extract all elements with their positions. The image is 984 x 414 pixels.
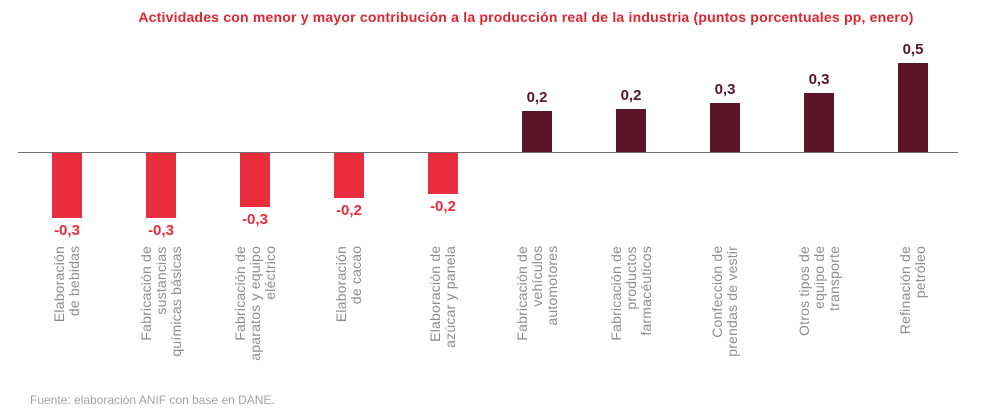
bar-column: 0,2 Fabricación de productos farmacéutico… — [584, 0, 678, 400]
category-label-cell: Confección de prendas de vestir — [678, 246, 772, 394]
x-axis-line — [18, 152, 958, 153]
bar-negative — [240, 153, 270, 207]
value-label: -0,3 — [148, 222, 174, 239]
bar-columns: -0,3 Elaboración de bebidas -0,3 Fabricació… — [20, 0, 960, 400]
value-label: 0,2 — [526, 89, 548, 106]
category-label: Fabricación de aparatos y equipo eléctri… — [231, 246, 278, 361]
category-label: Elaboración de cacao — [333, 246, 364, 323]
value-label: -0,3 — [242, 211, 268, 228]
category-label-cell: Elaboración de cacao — [302, 246, 396, 394]
value-label: -0,2 — [336, 202, 362, 219]
category-label-cell: Elaboración de bebidas — [20, 246, 114, 394]
category-label-cell: Fabricación de productos farmacéuticos — [584, 246, 678, 394]
bar-negative — [428, 153, 458, 194]
bar-column: 0,2 Fabricación de vehículos automotores — [490, 0, 584, 400]
value-label: 0,5 — [902, 41, 924, 58]
value-label: 0,3 — [808, 71, 830, 88]
category-label-cell: Fabricación de aparatos y equipo eléctri… — [208, 246, 302, 394]
bar-column: -0,3 Elaboración de bebidas — [20, 0, 114, 400]
category-label: Confección de prendas de vestir — [709, 246, 740, 357]
bar-column: 0,5 Refinación de petróleo — [866, 0, 960, 400]
value-label: 0,3 — [714, 81, 736, 98]
value-label: -0,3 — [54, 222, 80, 239]
bar-positive — [616, 109, 646, 152]
category-label-cell: Refinación de petróleo — [866, 246, 960, 394]
value-label: -0,2 — [430, 198, 456, 215]
bar-negative — [146, 153, 176, 218]
category-label: Fabricación de sustancias químicas básic… — [137, 246, 184, 357]
bar-column: -0,2 Elaboración de azúcar y panela — [396, 0, 490, 400]
category-label-cell: Fabricación de sustancias químicas básic… — [114, 246, 208, 394]
category-label-cell: Fabricación de vehículos automotores — [490, 246, 584, 394]
source-note: Fuente: elaboración ANIF con base en DAN… — [30, 393, 275, 407]
bar-column: -0,2 Elaboración de cacao — [302, 0, 396, 400]
bar-column: 0,3 Confección de prendas de vestir — [678, 0, 772, 400]
bar-negative — [52, 153, 82, 218]
category-label: Fabricación de productos farmacéuticos — [607, 246, 654, 341]
category-label-cell: Elaboración de azúcar y panela — [396, 246, 490, 394]
value-label: 0,2 — [620, 87, 642, 104]
chart-title: Actividades con menor y mayor contribuci… — [138, 9, 914, 25]
category-label: Otros tipos de equipo de transporte — [795, 246, 842, 336]
plot-area: -0,3 Elaboración de bebidas -0,3 Fabricació… — [18, 0, 960, 400]
category-label: Elaboración de azúcar y panela — [427, 246, 458, 348]
category-label: Fabricación de vehículos automotores — [513, 246, 560, 341]
bar-positive — [522, 111, 552, 152]
bar-column: -0,3 Fabricación de sustancias químicas b… — [114, 0, 208, 400]
category-label: Refinación de petróleo — [897, 246, 928, 335]
category-label-cell: Otros tipos de equipo de transporte — [772, 246, 866, 394]
bar-negative — [334, 153, 364, 198]
bar-positive — [898, 63, 928, 152]
bar-positive — [804, 93, 834, 152]
category-label: Elaboración de bebidas — [51, 246, 82, 323]
bar-column: 0,3 Otros tipos de equipo de transporte — [772, 0, 866, 400]
bar-positive — [710, 103, 740, 152]
bar-column: -0,3 Fabricación de aparatos y equipo elé… — [208, 0, 302, 400]
